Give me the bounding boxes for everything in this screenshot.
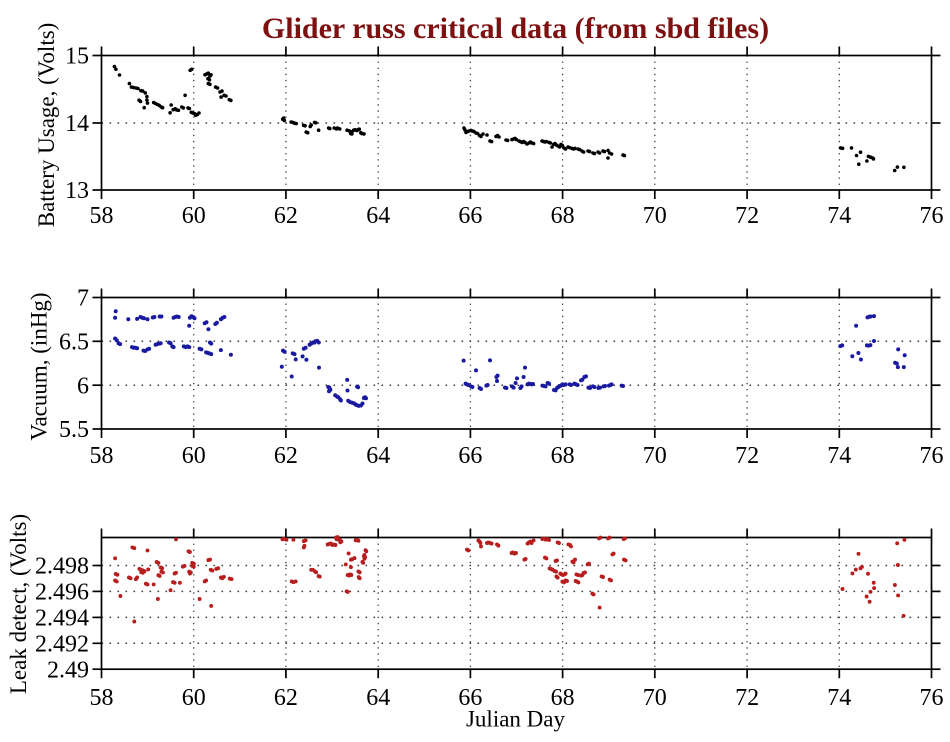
svg-text:Leak detect, (Volts): Leak detect, (Volts): [6, 514, 31, 694]
svg-text:Julian Day: Julian Day: [466, 707, 566, 732]
svg-text:74: 74: [827, 203, 851, 229]
svg-text:70: 70: [643, 443, 667, 469]
svg-text:2.494: 2.494: [35, 606, 89, 632]
svg-text:68: 68: [551, 685, 575, 711]
svg-text:5.5: 5.5: [59, 417, 89, 443]
svg-text:66: 66: [458, 443, 482, 469]
svg-text:66: 66: [458, 203, 482, 229]
svg-text:62: 62: [274, 443, 298, 469]
svg-text:76: 76: [920, 443, 944, 469]
svg-text:60: 60: [182, 443, 206, 469]
svg-text:68: 68: [551, 443, 575, 469]
svg-text:2.498: 2.498: [35, 554, 89, 580]
svg-text:60: 60: [182, 685, 206, 711]
svg-text:74: 74: [827, 443, 851, 469]
svg-text:74: 74: [827, 685, 851, 711]
svg-text:7: 7: [77, 286, 89, 312]
svg-text:13: 13: [65, 178, 89, 204]
svg-text:58: 58: [90, 443, 114, 469]
svg-text:72: 72: [735, 203, 759, 229]
svg-text:62: 62: [274, 203, 298, 229]
svg-text:70: 70: [643, 685, 667, 711]
svg-text:14: 14: [65, 111, 89, 137]
svg-text:76: 76: [920, 203, 944, 229]
svg-text:76: 76: [920, 685, 944, 711]
svg-text:58: 58: [90, 203, 114, 229]
svg-text:6.5: 6.5: [59, 329, 89, 355]
svg-text:6: 6: [77, 373, 89, 399]
svg-text:58: 58: [90, 685, 114, 711]
svg-text:64: 64: [366, 685, 390, 711]
svg-text:72: 72: [735, 443, 759, 469]
svg-text:60: 60: [182, 203, 206, 229]
svg-text:64: 64: [366, 443, 390, 469]
svg-text:15: 15: [65, 44, 89, 70]
svg-text:72: 72: [735, 685, 759, 711]
svg-text:68: 68: [551, 203, 575, 229]
svg-text:Glider russ critical data (fro: Glider russ critical data (from sbd file…: [262, 12, 769, 45]
svg-text:Vacuum, (inHg): Vacuum, (inHg): [27, 292, 52, 440]
svg-text:2.496: 2.496: [35, 580, 89, 606]
svg-text:66: 66: [458, 685, 482, 711]
svg-text:62: 62: [274, 685, 298, 711]
svg-text:64: 64: [366, 203, 390, 229]
svg-text:70: 70: [643, 203, 667, 229]
svg-text:Battery Usage, (Volts): Battery Usage, (Volts): [34, 23, 59, 228]
svg-text:2.49: 2.49: [47, 657, 89, 683]
svg-text:2.492: 2.492: [35, 631, 89, 657]
